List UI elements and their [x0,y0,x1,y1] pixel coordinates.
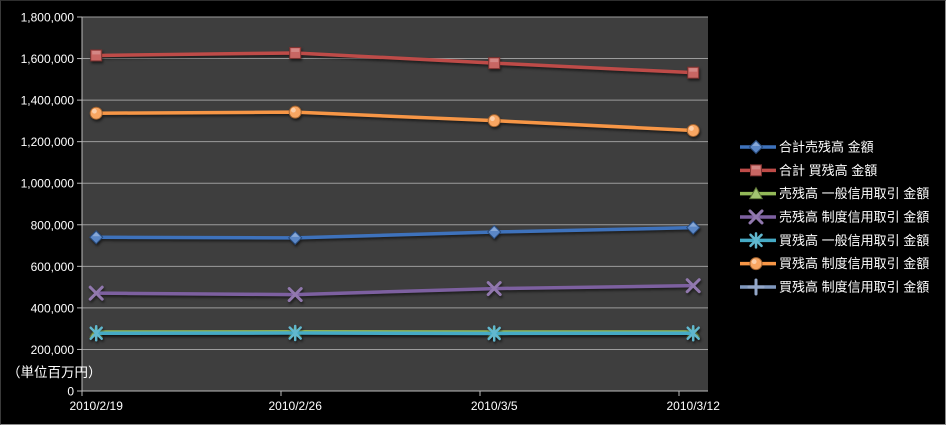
series-5 [89,105,700,137]
x-axis-label: 2010/2/19 [70,399,124,413]
series-marker-plus [747,278,765,296]
series-marker-diamond [287,230,303,246]
series-marker-x [748,209,764,225]
x-axis-label: 2010/3/5 [471,399,518,413]
series-marker-square [488,57,501,70]
y-axis-label: 1,800,000 [21,11,75,25]
plot-layer: 0 200,000 400,000 600,000 800,000 1,000,000 1,… [21,11,721,414]
series-marker-asterisk [89,324,103,342]
y-axis-label: 600,000 [31,260,75,274]
series-marker-circle [89,106,103,120]
legend-label: 買残高 制度信用取引 金額 [779,279,929,294]
legend-label: 買残高 制度信用取引 金額 [779,256,929,271]
series-marker-circle [288,105,302,119]
legend-item: 合計売残高 金額 [740,140,874,155]
y-axis-label: 1,200,000 [21,135,75,149]
legend-label: 売残高 一般信用取引 金額 [779,186,929,201]
series-marker-x [88,285,104,301]
y-axis-label: 0 [67,385,74,399]
series-line [94,283,695,297]
legend-item: 買残高 制度信用取引 金額 [740,278,929,296]
y-axis-label: 1,600,000 [21,52,75,66]
y-axis-label: 1,000,000 [21,177,75,191]
series-0 [88,220,701,246]
y-axis-label: 400,000 [31,301,75,315]
x-axis-label: 2010/2/26 [269,399,323,413]
legend-item: 買残高 一般信用取引 金額 [740,232,929,249]
x-axis-label: 2010/3/12 [667,399,721,413]
series-marker-square [90,49,103,62]
series-marker-circle [749,257,763,271]
series-marker-diamond [685,220,701,235]
y-axis-label: 200,000 [31,343,75,357]
series-marker-x [486,281,502,297]
y-axis-label: 1,400,000 [21,94,75,108]
legend-item: 売残高 一般信用取引 金額 [740,186,929,201]
series-marker-square [289,46,302,59]
series-line [94,225,695,240]
series-marker-asterisk [288,324,302,342]
series-marker-asterisk [487,325,501,342]
series-marker-diamond [486,224,502,240]
series-marker-square [750,164,762,177]
legend-label: 合計 買残高 金額 [779,163,877,178]
series-1 [90,46,700,79]
series-marker-square [687,66,700,79]
series-marker-diamond [88,230,104,245]
series-marker-asterisk [749,232,763,249]
series-3 [88,278,701,303]
series-marker-x [287,287,303,303]
series-line [94,51,695,75]
series-marker-circle [487,114,501,128]
legend-item: 買残高 制度信用取引 金額 [740,256,929,271]
legend-label: 買残高 一般信用取引 金額 [779,233,929,248]
series-marker-diamond [748,139,764,155]
legend-item: 合計 買残高 金額 [740,163,877,178]
series-line [94,110,695,133]
series-marker-triangle [748,186,764,200]
plot-area [82,17,708,391]
series-marker-circle [686,123,700,137]
series-4 [89,324,700,342]
legend-label: 売残高 制度信用取引 金額 [779,209,929,224]
series-marker-x [685,278,701,294]
legend-item: 売残高 制度信用取引 金額 [740,209,929,224]
y-axis-label: 800,000 [31,218,75,232]
legend-label: 合計売残高 金額 [779,140,874,155]
series-marker-asterisk [686,324,700,342]
y-axis-unit-label: （単位百万円） [7,365,102,380]
